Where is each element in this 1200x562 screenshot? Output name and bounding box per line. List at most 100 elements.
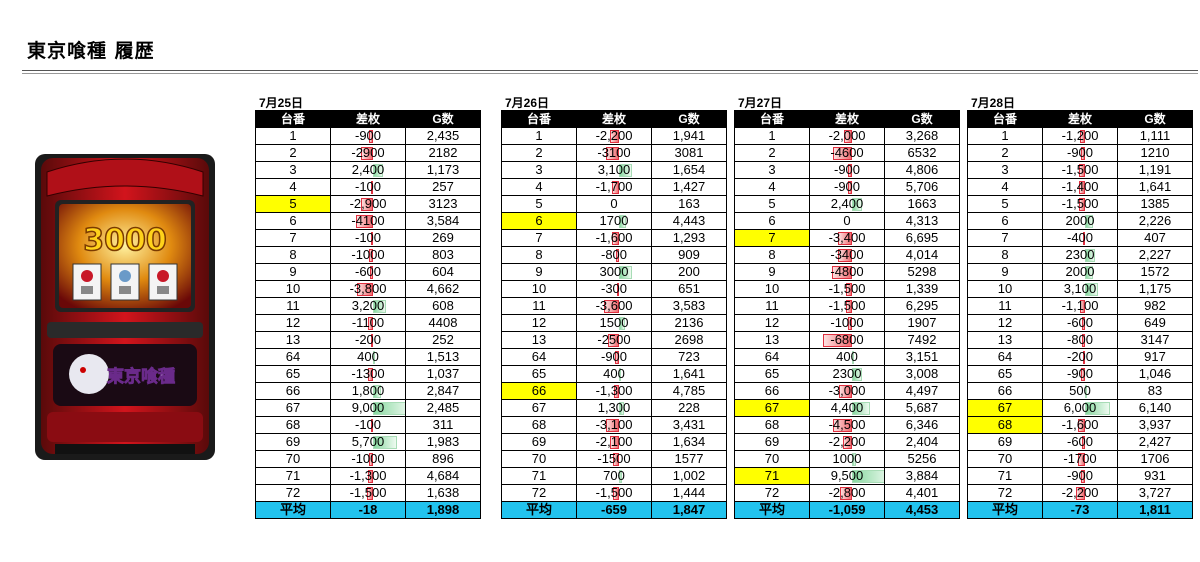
diff-value: -200 <box>354 332 382 348</box>
negative-data-bar <box>613 453 619 466</box>
positive-data-bar <box>1085 266 1093 279</box>
diff-cell: -3,400 <box>809 229 885 247</box>
table-row: 69 -2,100 1,634 <box>501 433 727 451</box>
diff-cell: -100 <box>330 178 406 196</box>
games-value: 1,983 <box>405 433 481 451</box>
diff-value: 9,000 <box>351 400 385 416</box>
diff-cell: -600 <box>1042 314 1118 332</box>
diff-cell: 0 <box>809 212 885 230</box>
games-value: 228 <box>651 399 727 417</box>
diff-value: -1,300 <box>349 468 387 484</box>
games-value: 5,687 <box>884 399 960 417</box>
machine-number: 6 <box>255 212 331 230</box>
machine-image: 3000 東京喰種 <box>35 154 215 460</box>
table-row: 70 1000 5256 <box>734 450 960 468</box>
negative-data-bar <box>1083 232 1085 245</box>
machine-number: 72 <box>501 484 577 502</box>
diff-cell: 2300 <box>1042 246 1118 264</box>
games-value: 1,641 <box>1117 178 1193 196</box>
table-row: 11 -1,500 6,295 <box>734 297 960 315</box>
negative-data-bar <box>371 334 373 347</box>
diff-cell: -2900 <box>330 144 406 162</box>
table-row: 64 -900 723 <box>501 348 727 366</box>
games-value: 3147 <box>1117 331 1193 349</box>
average-label: 平均 <box>255 501 331 519</box>
negative-data-bar <box>369 453 373 466</box>
diff-value: -1700 <box>1063 451 1097 467</box>
positive-data-bar <box>373 351 375 364</box>
diff-value: -3,600 <box>595 298 633 314</box>
diff-value: -800 <box>600 247 628 263</box>
machine-number: 2 <box>255 144 331 162</box>
negative-data-bar <box>838 249 852 262</box>
games-value: 3,151 <box>884 348 960 366</box>
header-machine-no: 台番 <box>734 110 810 128</box>
games-value: 608 <box>405 297 481 315</box>
games-value: 2698 <box>651 331 727 349</box>
negative-data-bar <box>848 164 852 177</box>
negative-data-bar <box>846 300 852 313</box>
table-row: 12 -1000 1907 <box>734 314 960 332</box>
games-value: 651 <box>651 280 727 298</box>
diff-value: -1500 <box>597 451 631 467</box>
games-value: 252 <box>405 331 481 349</box>
machine-number: 69 <box>734 433 810 451</box>
negative-data-bar <box>368 368 373 381</box>
diff-cell: 2000 <box>1042 212 1118 230</box>
machine-number: 67 <box>501 399 577 417</box>
positive-data-bar <box>619 266 632 279</box>
table-row: 13 -6800 7492 <box>734 331 960 349</box>
diff-cell: -3400 <box>809 246 885 264</box>
diff-value: -900 <box>354 128 382 144</box>
machine-number: 7 <box>255 229 331 247</box>
machine-number: 71 <box>501 467 577 485</box>
diff-value: -2,200 <box>828 434 866 450</box>
header-games: G数 <box>884 110 960 128</box>
history-table: 台番 差枚 G数 1 -2,200 1,941 2 -3100 3081 3 3,100 1,654 4… <box>501 110 727 519</box>
machine-number: 67 <box>255 399 331 417</box>
positive-data-bar <box>1085 283 1098 296</box>
machine-number: 13 <box>255 331 331 349</box>
negative-data-bar <box>371 419 373 432</box>
games-value: 6,140 <box>1117 399 1193 417</box>
header-diff: 差枚 <box>1042 110 1118 128</box>
machine-number: 12 <box>255 314 331 332</box>
diff-value: -1000 <box>351 247 385 263</box>
table-row: 2 -900 1210 <box>967 144 1193 162</box>
games-value: 3,727 <box>1117 484 1193 502</box>
negative-data-bar <box>1080 130 1085 143</box>
table-row: 8 -800 909 <box>501 246 727 264</box>
diff-value: 1,800 <box>351 383 385 399</box>
machine-number: 2 <box>501 144 577 162</box>
games-value: 407 <box>1117 229 1193 247</box>
table-row: 72 -2,200 3,727 <box>967 484 1193 502</box>
games-value: 2,427 <box>1117 433 1193 451</box>
diff-cell: 2300 <box>809 365 885 383</box>
machine-number: 3 <box>967 161 1043 179</box>
average-row: 平均 -1,059 4,453 <box>734 501 960 519</box>
diff-cell: -900 <box>809 161 885 179</box>
table-row: 72 -1,500 1,638 <box>255 484 481 502</box>
negative-data-bar <box>361 147 373 160</box>
history-table: 台番 差枚 G数 1 -2,000 3,268 2 -4600 6532 3 -900 4,806 4-… <box>734 110 960 519</box>
table-row: 4 -900 5,706 <box>734 178 960 196</box>
diff-value: 2,400 <box>351 162 385 178</box>
diff-cell: 2,400 <box>330 161 406 179</box>
diff-value: 2300 <box>1065 247 1095 263</box>
machine-number: 4 <box>255 178 331 196</box>
table-row: 6 1700 4,443 <box>501 212 727 230</box>
machine-number: 68 <box>734 416 810 434</box>
machine-number: 4 <box>967 178 1043 196</box>
diff-cell: -1,300 <box>330 467 406 485</box>
negative-data-bar <box>846 283 852 296</box>
table-row: 3 2,400 1,173 <box>255 161 481 179</box>
date-label: 7月26日 <box>505 96 550 110</box>
diff-value: 1700 <box>599 213 629 229</box>
negative-data-bar <box>840 487 852 500</box>
table-row: 9 -600 604 <box>255 263 481 281</box>
games-value: 1,513 <box>405 348 481 366</box>
negative-data-bar <box>1079 164 1085 177</box>
negative-data-bar <box>1082 334 1085 347</box>
machine-number: 6 <box>734 212 810 230</box>
positive-data-bar <box>852 198 862 211</box>
